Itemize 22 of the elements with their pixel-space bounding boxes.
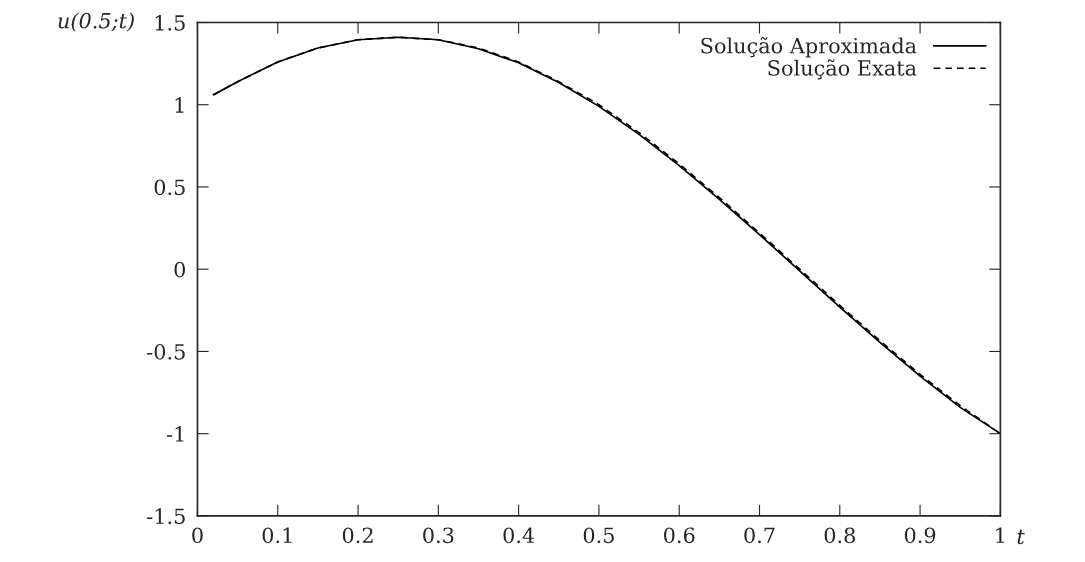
- x-tick-label: 0.9: [904, 527, 936, 544]
- legend-label: Solução Aproximada: [701, 37, 917, 58]
- y-tick-label: 0.5: [154, 179, 185, 196]
- x-tick-label: 0.3: [423, 527, 454, 544]
- x-tick-label: 0.5: [583, 527, 614, 544]
- y-tick-label: -0.5: [147, 343, 185, 360]
- y-axis-title: u(0.5;t): [58, 12, 134, 32]
- x-tick-label: 0: [192, 527, 203, 544]
- x-tick-label: 0.2: [342, 527, 373, 544]
- y-tick-label: 0: [174, 261, 185, 278]
- y-tick-label: 1.5: [155, 14, 185, 31]
- x-axis-title: t: [1017, 529, 1025, 545]
- x-tick-label: 0.7: [744, 527, 775, 544]
- x-tick-label: 0.4: [503, 527, 535, 544]
- legend-label: Solução Exata: [768, 59, 917, 80]
- x-tick-label: 0.1: [262, 527, 292, 544]
- y-tick-label: -1: [166, 426, 184, 442]
- y-tick-label: -1.5: [147, 508, 185, 525]
- x-tick-label: 0.6: [664, 527, 695, 544]
- y-tick-label: 1: [175, 97, 184, 113]
- x-tick-label: 0.8: [824, 527, 855, 544]
- x-tick-label: 1: [996, 527, 1005, 543]
